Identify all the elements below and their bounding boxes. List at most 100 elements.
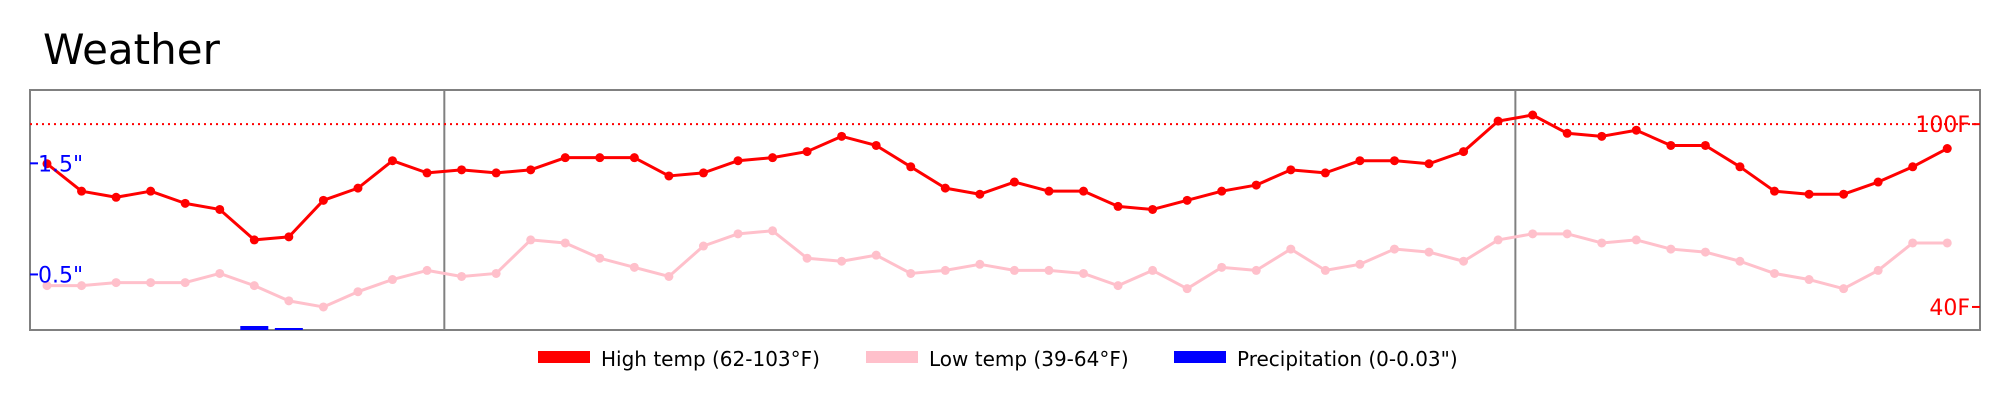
legend-item-low: Low temp (39-64°F) [866,347,1129,371]
ref-label-100F: 100F [1915,113,1970,138]
high-temp-point-51 [1804,189,1814,199]
high-temp-point-54 [1908,162,1918,172]
high-temp-point-15 [560,153,570,163]
low-temp-point-8 [318,302,328,312]
low-temp-point-3 [146,278,156,288]
high-temp-point-55 [1942,144,1952,154]
precip-tick-label-0: 1.5" [38,152,83,177]
low-temp-point-30 [1079,268,1088,278]
chart-title: Weather [43,25,221,74]
low-temp-point-51 [1804,275,1814,285]
high-temp-point-21 [768,153,778,163]
high-temp-point-40 [1424,159,1434,169]
legend-swatch-low [866,351,918,363]
low-temp-point-44 [1562,229,1572,239]
high-temp-line [46,113,1948,242]
ref-label-40F: 40F [1929,296,1970,321]
high-temp-point-52 [1839,189,1849,199]
high-temp-point-50 [1770,186,1779,196]
high-temp-point-39 [1389,156,1399,166]
low-temp-point-11 [422,265,432,275]
high-temp-point-36 [1286,165,1296,175]
high-temp-point-9 [353,183,363,193]
low-temp-point-24 [871,250,881,260]
low-temp-point-37 [1320,265,1330,275]
low-temp-point-40 [1424,247,1434,257]
high-temp-point-26 [940,183,950,193]
low-temp-point-54 [1908,238,1918,248]
low-temp-point-26 [940,265,950,275]
high-temp-point-16 [595,153,605,163]
precipitation-ticks: 1.5" 0.5" [30,152,83,288]
low-temp-point-39 [1389,244,1399,254]
high-temp-point-6 [249,235,259,245]
high-temp-point-25 [906,162,916,172]
high-temp-point-37 [1320,168,1330,178]
high-temp-point-1 [77,186,87,196]
low-temp-point-15 [560,238,570,248]
high-temp-point-30 [1079,186,1088,196]
high-temp-point-4 [180,198,190,208]
high-temp-point-5 [215,204,225,214]
legend-label-high: High temp (62-103°F) [601,347,820,371]
low-temp-line [47,229,1948,309]
high-temp-point-17 [629,153,639,163]
low-temp-point-18 [664,271,674,281]
high-temp-point-32 [1148,204,1158,214]
legend-label-low: Low temp (39-64°F) [929,347,1129,371]
legend-swatch-high [538,351,590,363]
low-temp-point-1 [77,281,87,291]
high-temp-point-11 [422,168,432,178]
high-temp-point-53 [1873,177,1883,187]
high-temp-point-35 [1251,180,1261,190]
legend-label-precip: Precipitation (0-0.03") [1237,347,1458,371]
high-temp-point-41 [1459,147,1469,157]
high-temp-point-0 [42,159,52,169]
precip-tick-label-1: 0.5" [38,263,83,288]
high-temp-point-10 [388,156,397,166]
high-temp-point-28 [1009,177,1019,187]
legend-swatch-precip [1174,351,1226,363]
low-temp-point-33 [1182,284,1192,294]
low-temp-point-25 [906,268,916,278]
low-temp-point-22 [802,253,812,263]
low-temp-point-29 [1044,265,1054,275]
high-temp-point-29 [1044,186,1054,196]
legend-item-high: High temp (62-103°F) [538,347,820,371]
low-temp-point-10 [388,275,397,285]
low-temp-point-32 [1148,265,1158,275]
low-temp-point-49 [1735,256,1745,266]
low-temp-point-48 [1700,247,1710,257]
high-temp-point-45 [1597,131,1607,141]
high-temp-point-13 [491,168,501,178]
low-temp-point-19 [698,241,708,251]
high-temp-point-7 [284,232,294,242]
low-temp-point-2 [111,278,121,288]
low-temp-point-36 [1286,244,1296,254]
high-temp-point-2 [111,192,121,202]
high-temp-point-47 [1666,140,1676,150]
high-temp-point-38 [1355,156,1365,166]
high-temp-point-42 [1493,116,1503,126]
high-temp-point-3 [146,186,156,196]
high-temp-point-14 [526,165,536,175]
low-temp-point-16 [595,253,605,263]
low-temp-point-14 [526,235,536,245]
high-temp-point-20 [733,156,743,166]
high-temp-series [42,110,1952,245]
low-temp-point-38 [1355,259,1365,269]
low-temp-point-23 [837,256,847,266]
low-temp-point-4 [180,278,190,288]
low-temp-point-12 [457,271,467,281]
high-temp-point-12 [457,165,467,175]
low-temp-point-47 [1666,244,1676,254]
low-temp-point-13 [491,268,501,278]
high-temp-point-24 [871,140,881,150]
low-temp-point-53 [1873,265,1883,275]
high-temp-point-34 [1217,186,1227,196]
low-temp-point-55 [1942,238,1952,248]
low-temp-point-46 [1631,235,1641,245]
low-temp-point-35 [1251,265,1261,275]
high-temp-point-23 [837,131,847,141]
